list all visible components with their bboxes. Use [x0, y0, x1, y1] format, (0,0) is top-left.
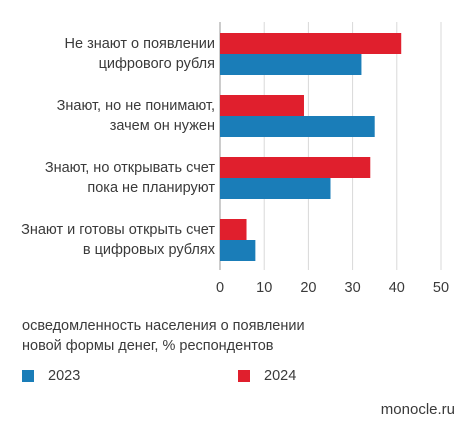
chart-note: осведомленность населения о появлении но… [22, 316, 422, 356]
bar-2024 [220, 33, 402, 54]
x-axis-ticks: 0 10 20 30 40 50 [216, 280, 449, 296]
category-label-line: пока не планируют [87, 180, 215, 196]
bar-2023 [220, 178, 331, 199]
category-label-line: Знают, но открывать счет [44, 160, 215, 176]
bar-2023 [220, 116, 375, 137]
x-tick-label: 50 [433, 280, 449, 296]
category-label-line: цифрового рубля [98, 56, 215, 72]
category-label: Знают и готовы открыть счет в цифровых ру… [0, 220, 215, 260]
bar-2024 [220, 95, 304, 116]
bar-2024 [220, 219, 247, 240]
x-tick-label: 10 [256, 280, 272, 296]
bar-2024 [220, 157, 371, 178]
category-label-line: зачем он нужен [109, 118, 215, 134]
bar-chart: 0 10 20 30 40 50 [216, 22, 449, 296]
note-line: новой формы денег, % респондентов [22, 338, 274, 354]
legend-label: 2023 [48, 368, 81, 384]
legend-label: 2024 [264, 368, 297, 384]
source-label: monocle.ru [380, 401, 455, 418]
category-label-line: Не знают о появлении [64, 36, 215, 52]
category-label-line: Знают, но не понимают, [56, 98, 215, 114]
category-label-line: Знают и готовы открыть счет [21, 222, 215, 238]
legend-item-2023: 2023 [22, 366, 80, 386]
bar-2023 [220, 240, 256, 261]
legend-item-2024: 2024 [238, 366, 296, 386]
x-tick-label: 40 [389, 280, 405, 296]
x-tick-label: 30 [345, 280, 361, 296]
category-label: Знают, но не понимают, зачем он нужен [0, 96, 215, 136]
legend-swatch [22, 370, 34, 382]
category-label-line: в цифровых рублях [82, 242, 215, 258]
x-tick-label: 0 [216, 280, 224, 296]
x-tick-label: 20 [300, 280, 316, 296]
note-line: осведомленность населения о появлении [22, 318, 305, 334]
category-label: Знают, но открывать счет пока не планирую… [0, 158, 215, 198]
legend-swatch [238, 370, 250, 382]
category-label: Не знают о появлении цифрового рубля [0, 34, 215, 74]
bar-2023 [220, 54, 362, 75]
bars [220, 33, 402, 261]
